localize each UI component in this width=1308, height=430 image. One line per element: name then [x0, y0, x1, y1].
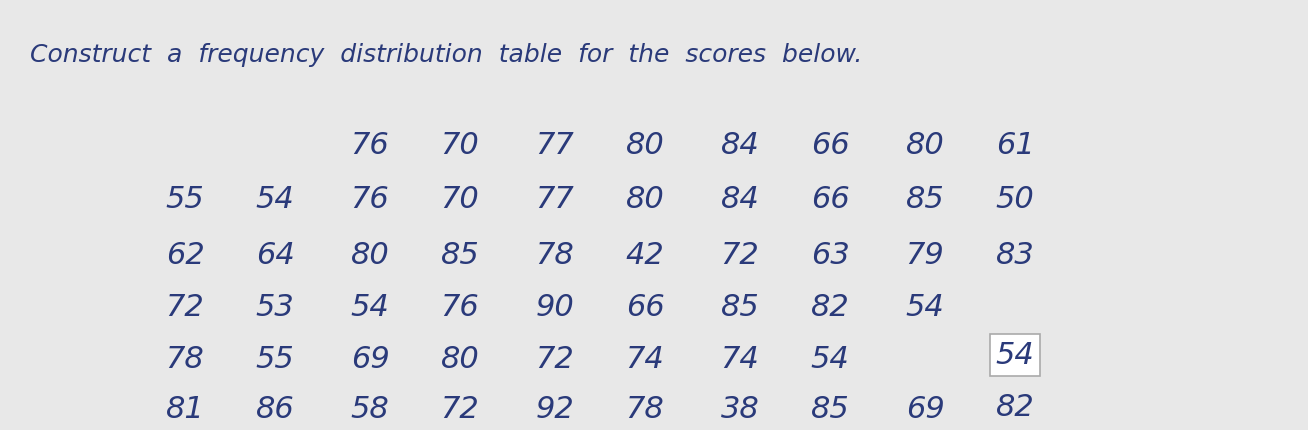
Text: 72: 72: [721, 240, 760, 270]
Text: 82: 82: [811, 294, 849, 322]
Text: 80: 80: [625, 130, 664, 160]
Text: 54: 54: [995, 341, 1035, 369]
Text: 53: 53: [255, 294, 294, 322]
Text: 70: 70: [441, 185, 479, 215]
Text: 79: 79: [905, 240, 944, 270]
Text: 86: 86: [255, 396, 294, 424]
Text: 72: 72: [166, 294, 204, 322]
Text: 55: 55: [255, 345, 294, 375]
Text: 76: 76: [351, 130, 390, 160]
Text: 85: 85: [811, 396, 849, 424]
Text: 54: 54: [351, 294, 390, 322]
Text: 81: 81: [166, 396, 204, 424]
Text: 78: 78: [535, 240, 574, 270]
Text: 55: 55: [166, 185, 204, 215]
Text: 74: 74: [625, 345, 664, 375]
Text: 80: 80: [905, 130, 944, 160]
Text: 69: 69: [905, 396, 944, 424]
Text: Construct  a  frequency  distribution  table  for  the  scores  below.: Construct a frequency distribution table…: [30, 43, 862, 67]
Text: 70: 70: [441, 130, 479, 160]
Text: 69: 69: [351, 345, 390, 375]
Text: 74: 74: [721, 345, 760, 375]
Text: 77: 77: [535, 185, 574, 215]
Text: 90: 90: [535, 294, 574, 322]
Text: 77: 77: [535, 130, 574, 160]
Text: 54: 54: [255, 185, 294, 215]
Text: 42: 42: [625, 240, 664, 270]
Text: 76: 76: [441, 294, 479, 322]
Text: 85: 85: [721, 294, 760, 322]
Text: 72: 72: [441, 396, 479, 424]
Text: 92: 92: [535, 396, 574, 424]
Text: 66: 66: [811, 185, 849, 215]
Text: 80: 80: [441, 345, 479, 375]
Text: 38: 38: [721, 396, 760, 424]
FancyBboxPatch shape: [990, 334, 1040, 376]
Text: 54: 54: [811, 345, 849, 375]
Text: 78: 78: [166, 345, 204, 375]
Text: 85: 85: [441, 240, 479, 270]
Text: 62: 62: [166, 240, 204, 270]
Text: 76: 76: [351, 185, 390, 215]
Text: 63: 63: [811, 240, 849, 270]
Text: 54: 54: [905, 294, 944, 322]
Text: 64: 64: [255, 240, 294, 270]
Text: 78: 78: [625, 396, 664, 424]
Text: 66: 66: [811, 130, 849, 160]
Text: 80: 80: [625, 185, 664, 215]
Text: 50: 50: [995, 185, 1035, 215]
Text: 72: 72: [535, 345, 574, 375]
Text: 85: 85: [905, 185, 944, 215]
Text: 80: 80: [351, 240, 390, 270]
Text: 84: 84: [721, 185, 760, 215]
Text: 66: 66: [625, 294, 664, 322]
Text: 84: 84: [721, 130, 760, 160]
Text: 58: 58: [351, 396, 390, 424]
Text: 82: 82: [995, 393, 1035, 423]
Text: 83: 83: [995, 240, 1035, 270]
Text: 61: 61: [995, 130, 1035, 160]
